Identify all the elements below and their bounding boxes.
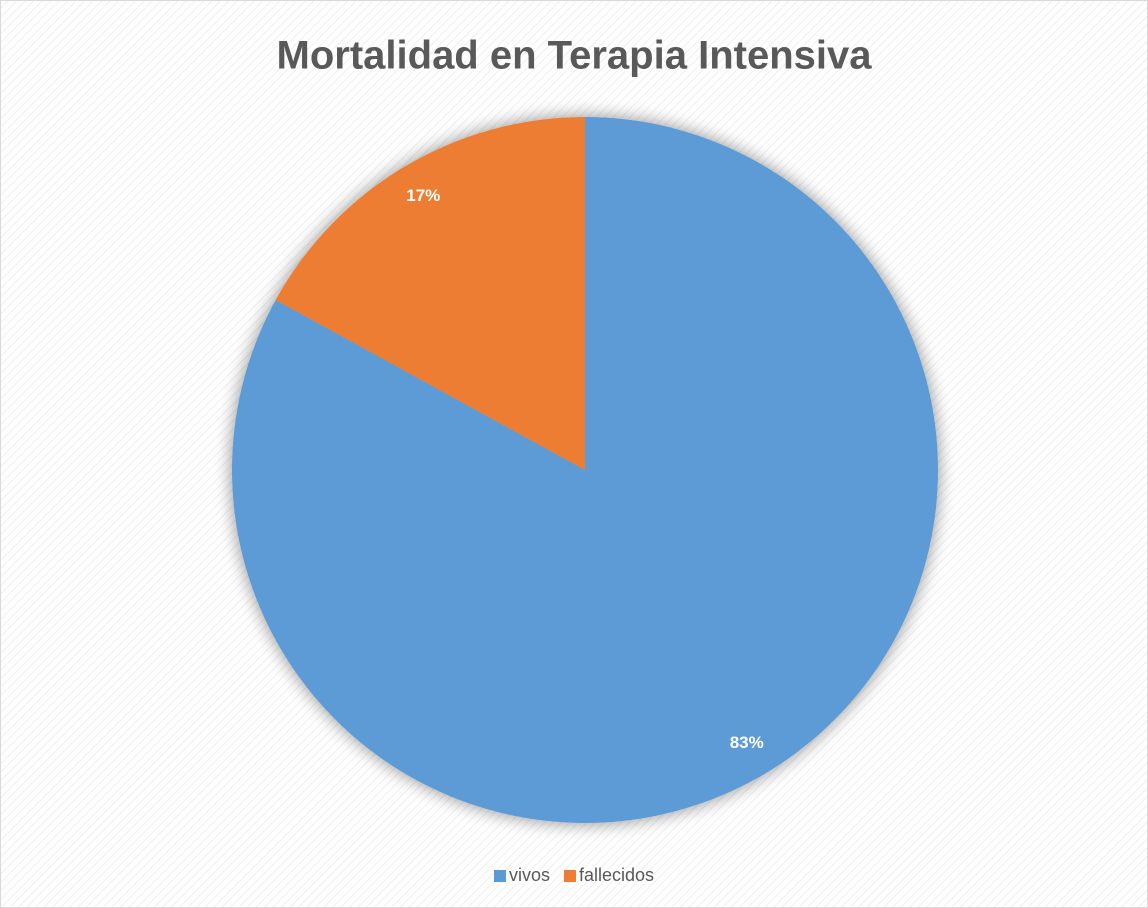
legend-swatch bbox=[563, 870, 576, 882]
data-label: 83% bbox=[730, 733, 764, 752]
legend-label: vivos bbox=[509, 865, 550, 885]
data-label: 17% bbox=[406, 186, 440, 205]
chart-title: Mortalidad en Terapia Intensiva bbox=[277, 34, 873, 78]
legend: vivos fallecidos bbox=[493, 865, 654, 885]
pie bbox=[231, 117, 938, 823]
pie-slice bbox=[231, 117, 938, 823]
legend-swatch bbox=[493, 870, 506, 882]
legend-label: fallecidos bbox=[579, 865, 654, 885]
pie-slice bbox=[275, 117, 585, 470]
